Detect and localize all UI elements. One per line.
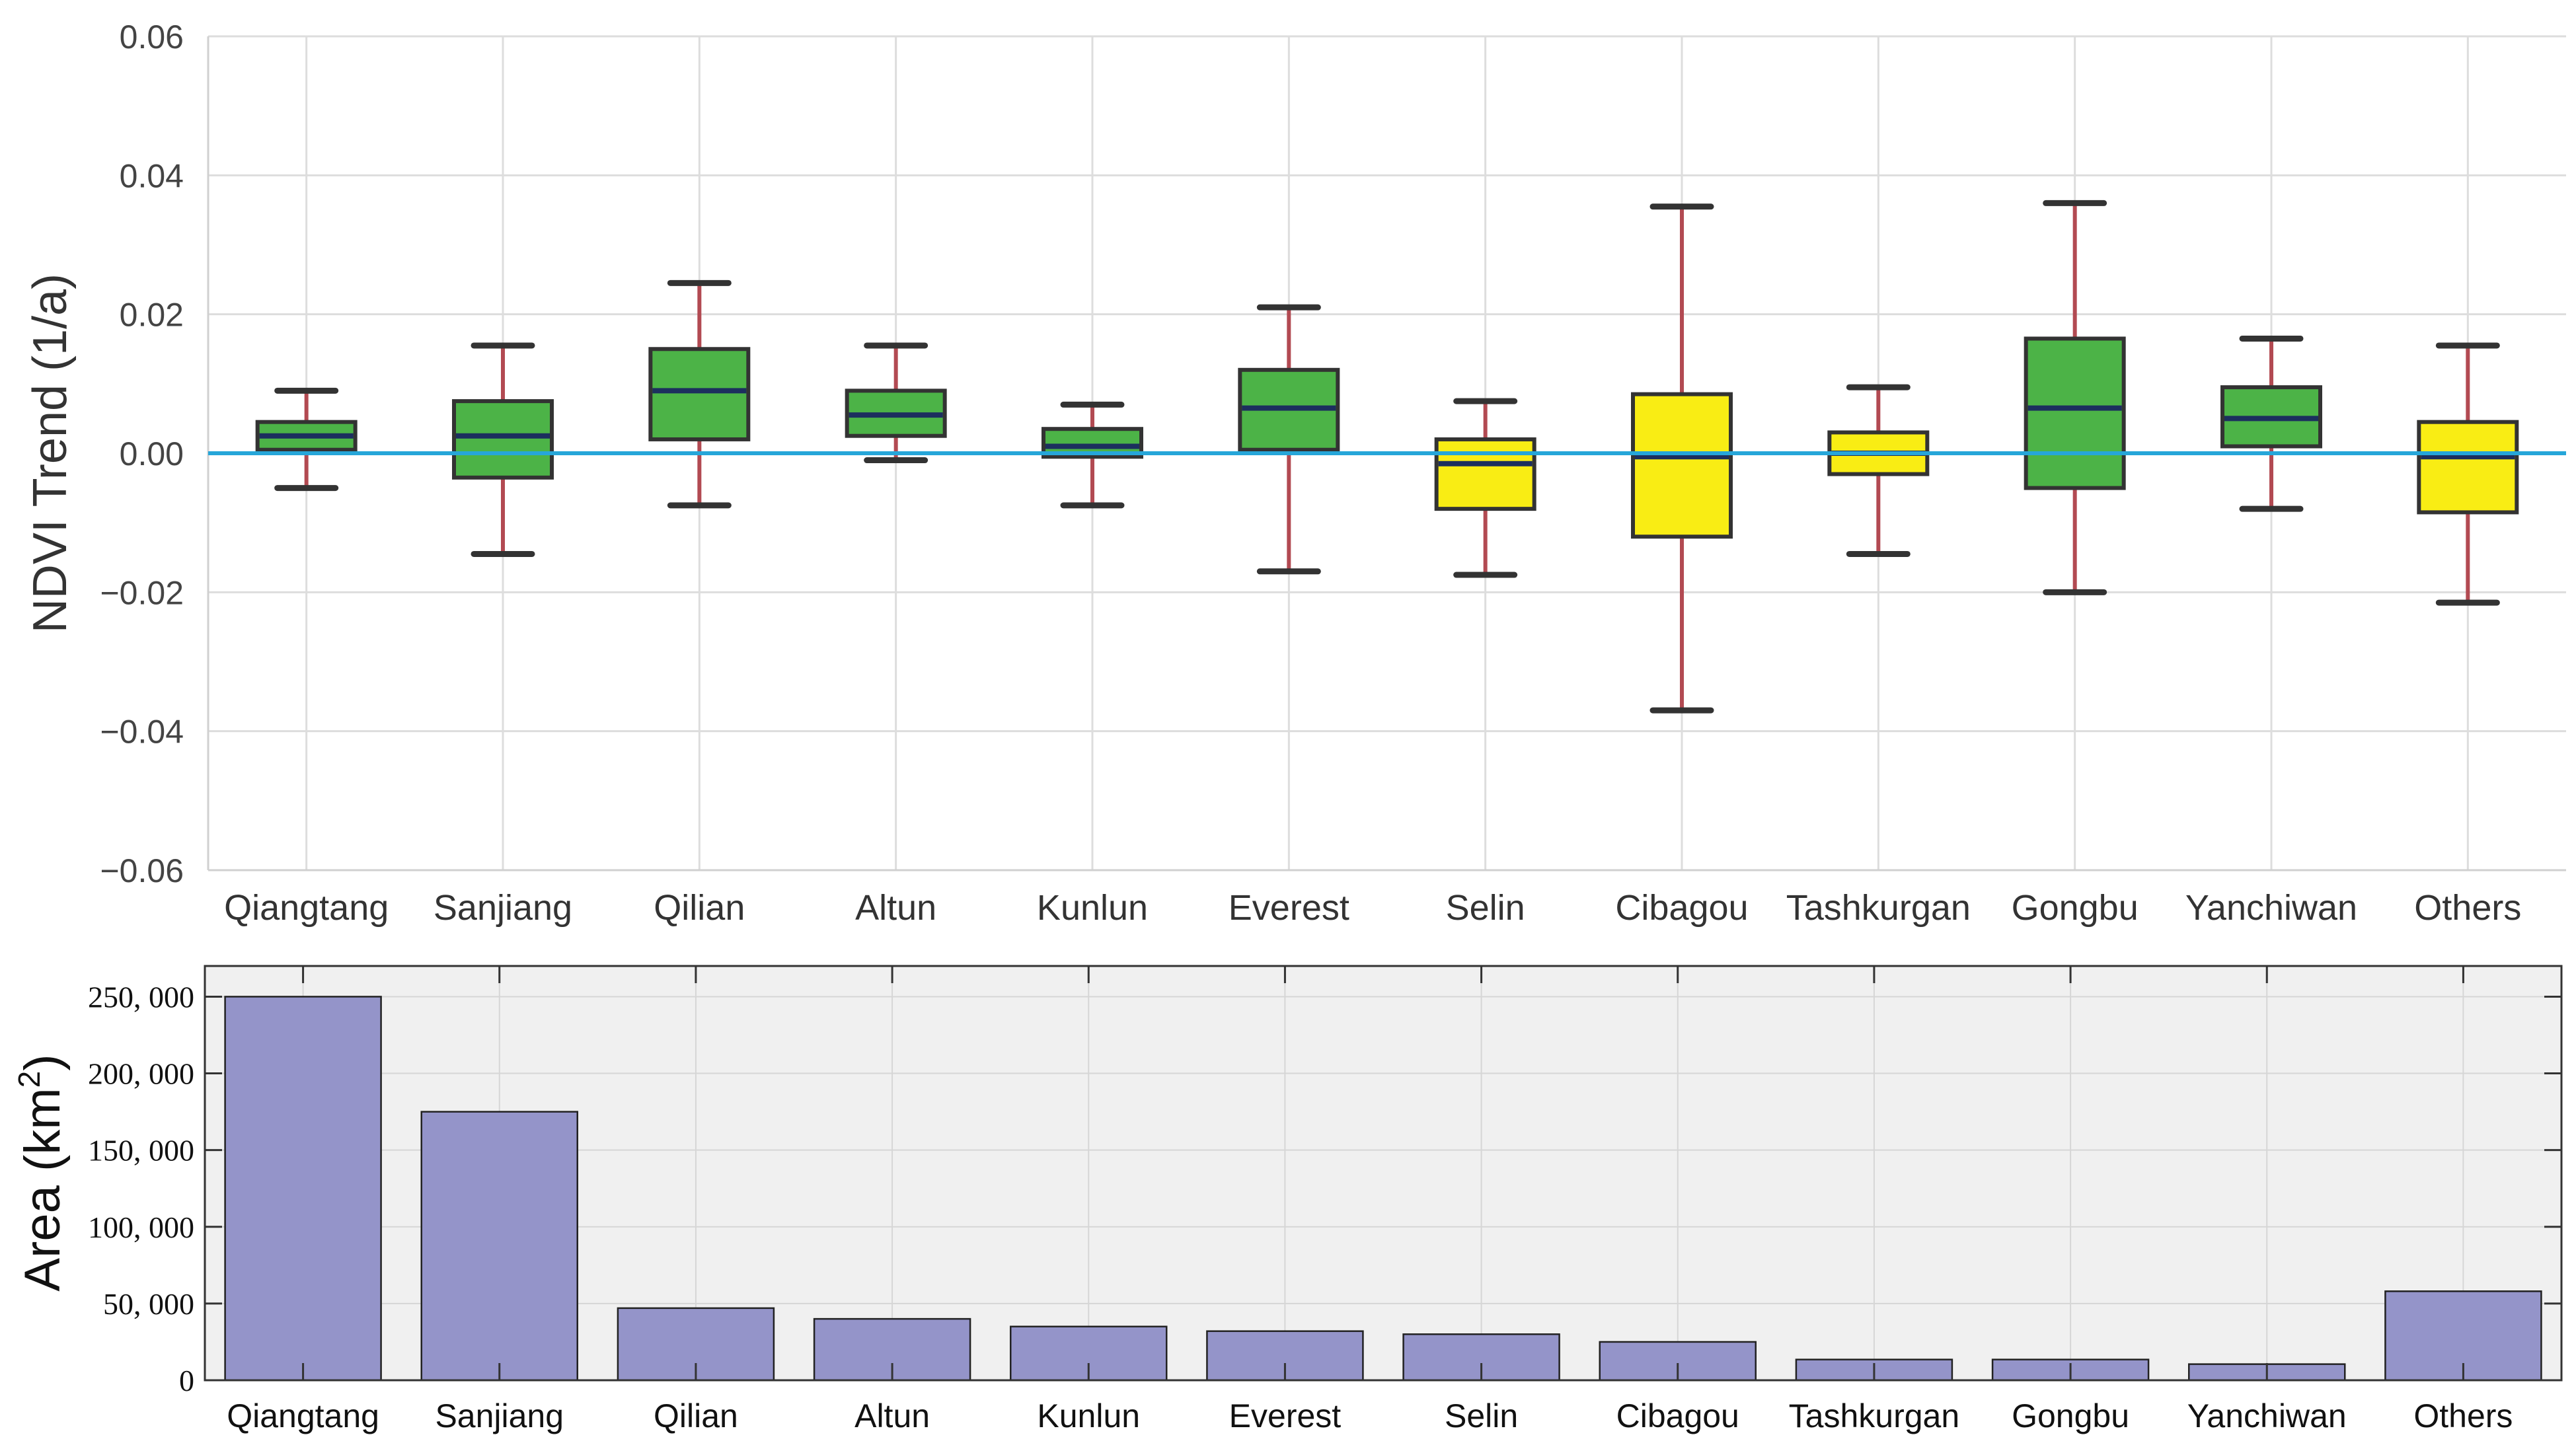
bar-y-tick-label: 200, 000 [88, 1057, 194, 1091]
bar-x-tick-label-selin: Selin [1445, 1397, 1518, 1434]
bar-y-tick-label: 250, 000 [88, 980, 194, 1014]
bar-x-tick-label-altun: Altun [854, 1397, 930, 1434]
bar-x-tick-label-sanjiang: Sanjiang [435, 1397, 564, 1434]
area-label-superscript: 2 [12, 1071, 46, 1088]
bar-y-tick-label: 100, 000 [88, 1210, 194, 1244]
box-x-tick-label-everest: Everest [1229, 888, 1349, 928]
box-x-tick-label-tashkurgan: Tashkurgan [1786, 888, 1971, 928]
box-selin [1434, 398, 1536, 578]
box-cibagou [1631, 204, 1733, 714]
area-label-main: Area (km [15, 1088, 71, 1291]
iqr-box [1434, 437, 1536, 511]
bar-chart-x-ticks: Qiangtang Sanjiang Qilian Altun Kunlun Everes… [227, 1397, 2513, 1434]
box-x-tick-label-altun: Altun [855, 888, 936, 928]
box-y-tick-label: −0.06 [100, 852, 184, 889]
box-qilian [648, 279, 751, 509]
iqr-box [1631, 392, 1733, 539]
box-altun [845, 342, 947, 464]
iqr-box [2417, 420, 2519, 515]
bar-x-tick-label-gongbu: Gongbu [2012, 1397, 2129, 1434]
bar-y-tick-label: 150, 000 [88, 1134, 194, 1167]
ndvi-trend-box-plot: −0.06 −0.04 −0.02 0.00 0.02 0.04 0.06 Qiangtan… [24, 19, 2566, 928]
bar-x-tick-label-tashkurgan: Tashkurgan [1789, 1397, 1960, 1434]
bar-chart-background [205, 966, 2561, 1380]
box-plot-y-axis-label: NDVI Trend (1/a) [24, 274, 77, 633]
box-y-tick-label: 0.04 [120, 157, 184, 194]
bar-x-tick-label-everest: Everest [1229, 1397, 1342, 1434]
bar-x-tick-label-cibagou: Cibagou [1616, 1397, 1739, 1434]
box-x-tick-label-kunlun: Kunlun [1037, 888, 1148, 928]
bar-x-tick-label-qilian: Qilian [654, 1397, 738, 1434]
bar-x-tick-label-qiangtang: Qiangtang [227, 1397, 379, 1434]
bar-chart-tick-marks [205, 966, 2561, 1382]
bar-y-tick-label: 50, 000 [103, 1287, 194, 1321]
box-y-tick-label: 0.06 [120, 19, 184, 56]
box-qiangtang [255, 387, 358, 492]
iqr-box [2024, 336, 2126, 490]
box-x-tick-label-qilian: Qilian [654, 888, 745, 928]
area-bar-chart: 0 50, 000 100, 000 150, 000 200, 000 250, 000… [12, 965, 2563, 1434]
box-y-tick-label: 0.02 [120, 297, 184, 334]
box-x-tick-label-gongbu: Gongbu [2012, 888, 2139, 928]
box-y-tick-label: 0.00 [120, 435, 184, 472]
box-gongbu [2024, 200, 2126, 595]
box-x-tick-label-sanjiang: Sanjiang [434, 888, 572, 928]
bar-chart-grid [205, 966, 2561, 1380]
box-plot-y-ticks: −0.06 −0.04 −0.02 0.00 0.02 0.04 0.06 [100, 19, 184, 889]
box-x-tick-label-yanchiwan: Yanchiwan [2185, 888, 2357, 928]
bar-chart-frame [204, 965, 2563, 1382]
box-everest [1238, 304, 1340, 575]
box-x-tick-label-qiangtang: Qiangtang [224, 888, 389, 928]
box-sanjiang [452, 342, 554, 557]
bar-x-tick-label-yanchiwan: Yanchiwan [2187, 1397, 2347, 1434]
bar-qiangtang [224, 996, 382, 1382]
box-others [2417, 342, 2519, 606]
bar-chart-y-ticks: 0 50, 000 100, 000 150, 000 200, 000 250, 000 [88, 980, 194, 1397]
bar-chart-y-axis-label: Area (km2) [12, 1054, 71, 1291]
box-y-tick-label: −0.02 [100, 574, 184, 611]
iqr-box [452, 399, 554, 480]
box-yanchiwan [2220, 335, 2322, 512]
box-x-tick-label-others: Others [2414, 888, 2521, 928]
box-x-tick-label-selin: Selin [1446, 888, 1525, 928]
bar-sanjiang [420, 1111, 578, 1382]
box-y-tick-label: −0.04 [100, 714, 184, 751]
box-plot-x-ticks: Qiangtang Sanjiang Qilian Altun Kunlun Everes… [224, 888, 2521, 928]
bar-y-tick-label: 0 [179, 1364, 194, 1397]
bar-x-tick-label-kunlun: Kunlun [1037, 1397, 1140, 1434]
bar-x-tick-label-others: Others [2413, 1397, 2513, 1434]
box-x-tick-label-cibagou: Cibagou [1615, 888, 1748, 928]
iqr-box [648, 347, 751, 441]
area-label-end: ) [15, 1054, 71, 1070]
